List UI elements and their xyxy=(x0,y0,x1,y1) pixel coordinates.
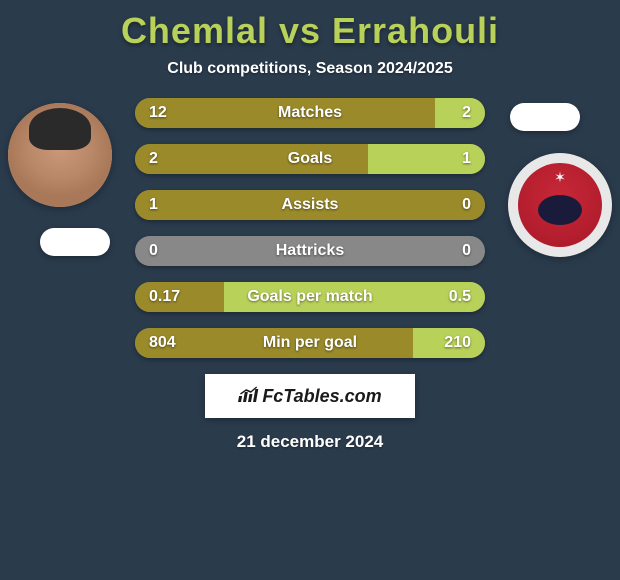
brand-badge: FcTables.com xyxy=(205,374,415,418)
rugby-ball-icon xyxy=(538,195,582,225)
stat-label: Min per goal xyxy=(135,328,485,358)
club-left-badge xyxy=(40,228,110,256)
player-right-avatar xyxy=(510,103,580,131)
stat-row: 21Goals xyxy=(135,144,485,174)
stat-row: 804210Min per goal xyxy=(135,328,485,358)
main-area: ✶ 122Matches 21Goals 10Assists 00Hattricks 0… xyxy=(0,98,620,452)
stats-list: 122Matches 21Goals 10Assists 00Hattricks 0.1… xyxy=(135,98,485,358)
chart-icon xyxy=(236,386,260,407)
player-left-avatar xyxy=(8,103,112,207)
stat-label: Goals per match xyxy=(135,282,485,312)
page-title: Chemlal vs Errahouli xyxy=(0,10,620,52)
club-right-badge: ✶ xyxy=(508,153,612,257)
club-crest-icon: ✶ xyxy=(518,163,602,247)
star-icon: ✶ xyxy=(554,169,566,186)
stat-row: 00Hattricks xyxy=(135,236,485,266)
stat-label: Assists xyxy=(135,190,485,220)
subtitle: Club competitions, Season 2024/2025 xyxy=(0,60,620,78)
brand-text: FcTables.com xyxy=(262,386,381,407)
stat-row: 122Matches xyxy=(135,98,485,128)
stat-row: 10Assists xyxy=(135,190,485,220)
stat-label: Matches xyxy=(135,98,485,128)
avatar-face-icon xyxy=(8,103,112,207)
stat-label: Hattricks xyxy=(135,236,485,266)
comparison-infographic: Chemlal vs Errahouli Club competitions, … xyxy=(0,0,620,580)
stat-label: Goals xyxy=(135,144,485,174)
date-text: 21 december 2024 xyxy=(0,432,620,452)
stat-row: 0.170.5Goals per match xyxy=(135,282,485,312)
